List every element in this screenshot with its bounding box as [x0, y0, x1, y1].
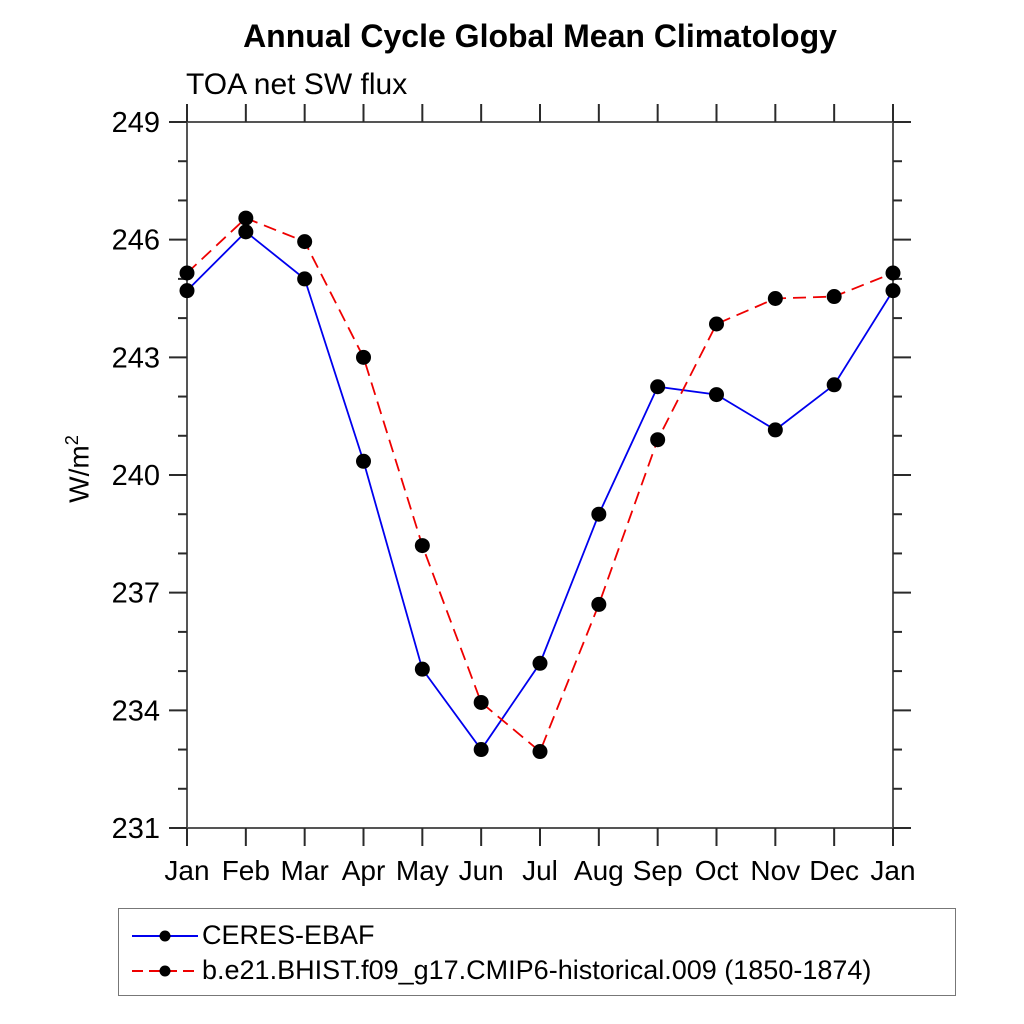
y-tick-label: 234	[112, 695, 160, 727]
data-point-series-1	[591, 596, 607, 612]
x-tick-label: Feb	[222, 855, 270, 886]
legend-item-model: b.e21.BHIST.f09_g17.CMIP6-historical.009…	[119, 953, 955, 988]
legend-item-ceres: CERES-EBAF	[119, 918, 955, 953]
data-point-series-0	[591, 506, 607, 522]
data-point-series-0	[532, 655, 548, 671]
data-point-series-1	[297, 234, 313, 250]
y-tick-label: 243	[112, 342, 160, 374]
x-tick-label: Jul	[522, 855, 558, 886]
y-tick-label: 237	[112, 578, 160, 610]
legend-sample-dashed-line	[132, 965, 198, 976]
x-tick-label: May	[396, 855, 449, 886]
data-point-series-1	[709, 316, 724, 332]
legend-label-model: b.e21.BHIST.f09_g17.CMIP6-historical.009…	[202, 955, 872, 985]
legend-sample-solid-line	[132, 930, 198, 941]
data-point-series-1	[238, 210, 254, 226]
x-tick-label: Jan	[164, 855, 209, 886]
data-point-series-0	[356, 453, 371, 469]
data-point-series-1	[650, 432, 666, 448]
data-point-series-1	[473, 694, 489, 710]
data-point-series-1	[885, 265, 901, 281]
y-tick-label: 231	[112, 813, 160, 845]
data-point-series-1	[532, 744, 548, 760]
data-point-series-0	[767, 422, 783, 438]
data-point-series-1	[414, 538, 430, 554]
series-line-1	[186, 217, 894, 754]
data-point-series-1	[179, 265, 195, 281]
x-tick-label: Nov	[750, 855, 800, 886]
data-point-series-0	[473, 742, 489, 758]
chart-subtitle: TOA net SW flux	[186, 68, 408, 101]
data-point-series-0	[179, 283, 195, 299]
x-tick-label: Mar	[281, 855, 329, 886]
data-point-series-0	[297, 271, 313, 287]
y-tick-label: 240	[112, 460, 160, 492]
y-tick-label: 246	[112, 225, 160, 257]
data-point-series-1	[356, 349, 371, 365]
x-tick-label: Oct	[695, 855, 739, 886]
data-point-series-0	[885, 283, 901, 299]
x-tick-label: Jun	[459, 855, 504, 886]
plot-box	[186, 121, 894, 829]
chart-title: Annual Cycle Global Mean Climatology	[243, 18, 837, 54]
x-tick-label: Dec	[809, 855, 859, 886]
series-line-0	[186, 230, 894, 752]
data-point-series-0	[709, 387, 724, 403]
legend-box: CERES-EBAF b.e21.BHIST.f09_g17.CMIP6-his…	[118, 908, 956, 996]
data-point-series-0	[414, 661, 430, 677]
data-point-series-0	[238, 224, 254, 240]
data-point-series-1	[767, 291, 783, 306]
data-point-series-0	[650, 379, 666, 395]
x-tick-label: Jan	[870, 855, 915, 886]
data-point-series-0	[826, 377, 842, 393]
data-point-series-1	[826, 289, 842, 305]
legend-label-ceres: CERES-EBAF	[202, 920, 375, 950]
x-tick-label: Aug	[574, 855, 624, 886]
x-tick-label: Apr	[342, 855, 386, 886]
x-tick-label: Sep	[633, 855, 683, 886]
y-tick-label: 249	[112, 107, 160, 139]
